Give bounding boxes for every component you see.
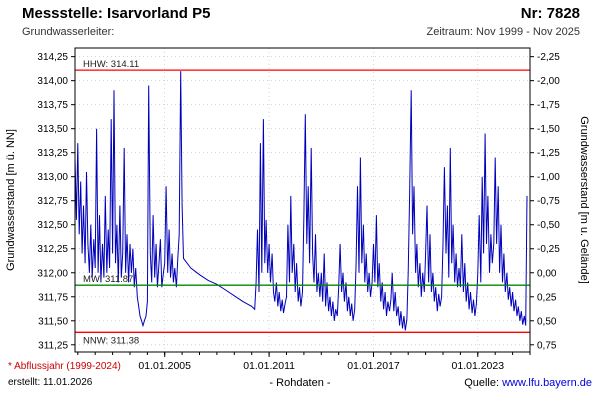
y-tick-label-right: -1,50 — [537, 124, 560, 135]
series-line-rohdaten — [74, 71, 528, 331]
reference-line-label-hhw: HHW: 314.11 — [83, 59, 139, 70]
x-tick-label: 01.01.2023 — [452, 360, 505, 372]
x-tick-label: 01.01.2011 — [243, 360, 295, 372]
footnote-abflussjahr: * Abflussjahr (1999-2024) — [8, 361, 121, 372]
x-tick-label: 01.01.2005 — [138, 360, 191, 372]
subheader: Grundwasserleiter: Zeitraum: Nov 1999 - … — [22, 26, 580, 38]
y-tick-label-right: -2,25 — [537, 52, 560, 63]
y-tick-label-left: 313,50 — [37, 124, 68, 135]
y-tick-label-left: 311,75 — [38, 292, 68, 303]
y-axis-title-left: Grundwasserstand [m ü. NN] — [5, 129, 17, 271]
x-tick-label: 01.01.2017 — [347, 360, 400, 372]
page-title: Messstelle: Isarvorland P5 — [22, 5, 211, 22]
aquifer-label: Grundwasserleiter: — [22, 26, 115, 38]
header: Messstelle: Isarvorland P5 Nr: 7828 — [22, 5, 580, 22]
y-tick-label-right: -1,75 — [537, 100, 560, 111]
raw-data-label: - Rohdaten - — [269, 377, 331, 389]
reference-line-label-mw: MW: 311.87 — [83, 274, 133, 285]
y-tick-label-left: 312,00 — [37, 268, 68, 279]
reference-line-label-nnw: NNW: 311.38 — [83, 335, 139, 346]
source-link[interactable]: www.lfu.bayern.de — [502, 377, 592, 389]
y-tick-label-left: 311,50 — [38, 316, 68, 327]
y-axis-title-right: Grundwasserstand [m u. Gelände] — [578, 116, 590, 284]
y-tick-label-left: 313,25 — [37, 148, 68, 159]
time-range-label: Zeitraum: Nov 1999 - Nov 2025 — [426, 26, 580, 38]
y-tick-label-right: 0,75 — [537, 340, 557, 351]
created-date: erstellt: 11.01.2026 — [8, 377, 93, 388]
y-tick-label-left: 313,75 — [37, 100, 68, 111]
source-line: Quelle: www.lfu.bayern.de — [464, 377, 592, 389]
y-tick-label-left: 313,00 — [37, 172, 68, 183]
source-label: Quelle: — [464, 377, 500, 389]
y-tick-label-left: 314,25 — [37, 52, 68, 63]
y-tick-label-left: 312,50 — [37, 220, 68, 231]
y-tick-label-left: 314,00 — [37, 76, 68, 87]
y-tick-label-right: -2,00 — [537, 76, 560, 87]
y-tick-label-right: -1,00 — [537, 172, 560, 183]
y-tick-label-right: 0,50 — [537, 316, 557, 327]
y-tick-label-right: -0,25 — [537, 244, 560, 255]
y-tick-label-left: 312,75 — [37, 196, 68, 207]
station-number: Nr: 7828 — [520, 5, 580, 22]
y-tick-label-right: -1,25 — [537, 148, 560, 159]
y-tick-label-right: -0,50 — [537, 220, 560, 231]
y-tick-label-right: 0,00 — [537, 268, 557, 279]
y-tick-label-right: 0,25 — [537, 292, 557, 303]
y-tick-label-right: -0,75 — [537, 196, 560, 207]
plot-frame — [74, 47, 531, 353]
y-tick-label-left: 312,25 — [37, 244, 68, 255]
y-tick-label-left: 311,25 — [38, 340, 68, 351]
